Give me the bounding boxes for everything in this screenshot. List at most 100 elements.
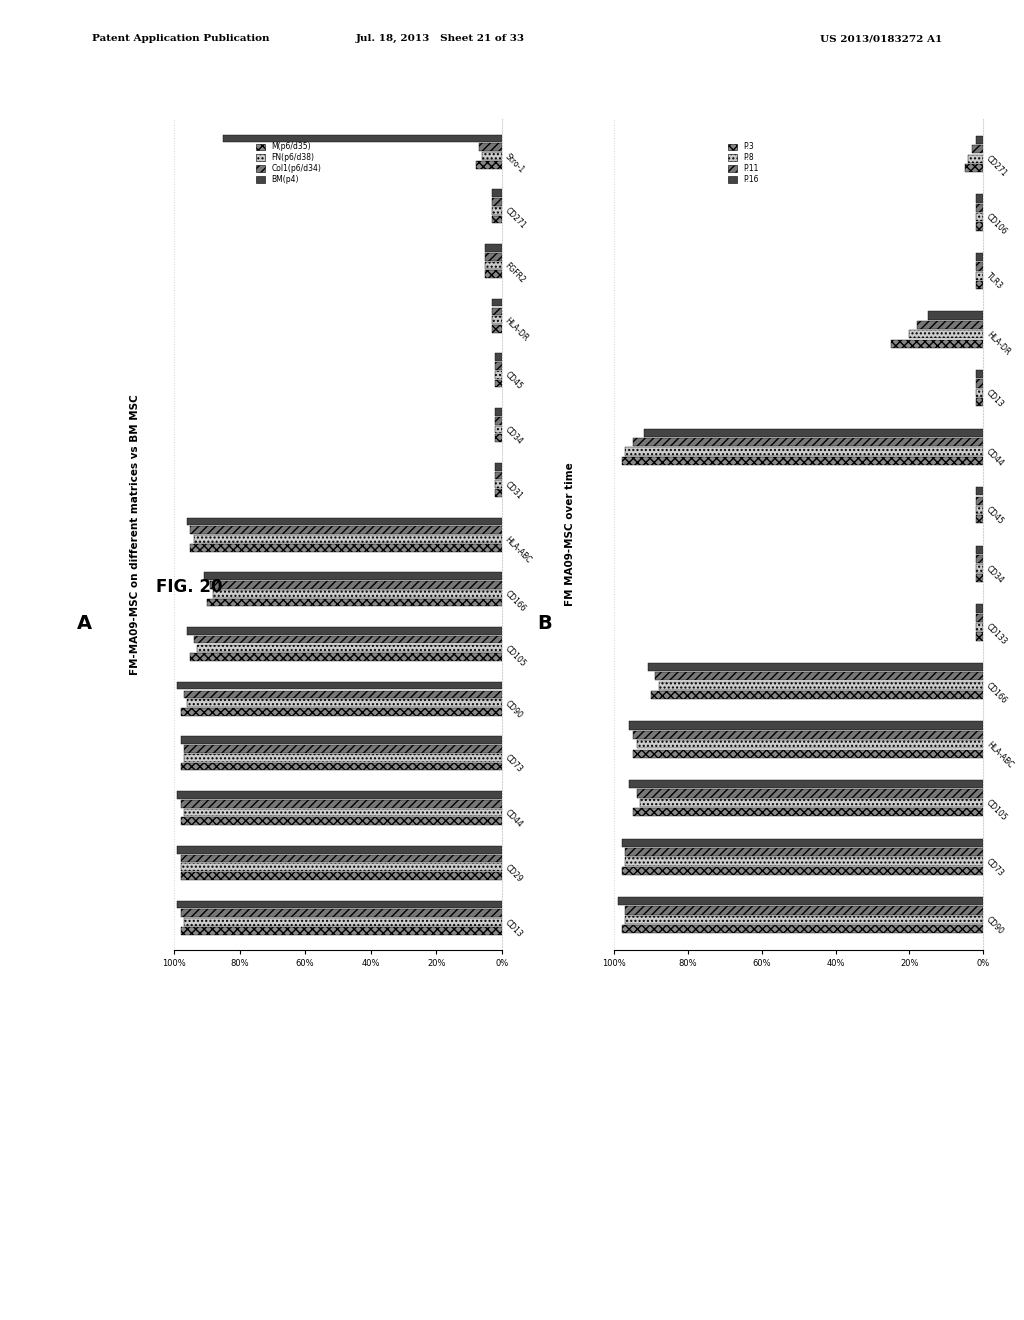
- Bar: [629, 722, 983, 730]
- Bar: [184, 919, 502, 925]
- Bar: [622, 838, 983, 846]
- Bar: [976, 623, 983, 631]
- Bar: [184, 746, 502, 752]
- Bar: [976, 223, 983, 231]
- Bar: [976, 496, 983, 504]
- Bar: [969, 154, 983, 162]
- Bar: [637, 741, 983, 748]
- Bar: [492, 207, 502, 215]
- Bar: [976, 281, 983, 289]
- Bar: [180, 737, 502, 744]
- Bar: [485, 271, 502, 279]
- Bar: [184, 754, 502, 762]
- Bar: [180, 863, 502, 871]
- Bar: [965, 164, 983, 172]
- Bar: [976, 487, 983, 495]
- Bar: [485, 244, 502, 252]
- Bar: [485, 253, 502, 260]
- Bar: [976, 614, 983, 622]
- Bar: [976, 213, 983, 222]
- Bar: [976, 556, 983, 564]
- Bar: [190, 653, 502, 661]
- Text: Jul. 18, 2013   Sheet 21 of 33: Jul. 18, 2013 Sheet 21 of 33: [355, 34, 525, 44]
- Bar: [194, 636, 502, 643]
- Bar: [647, 663, 983, 671]
- Bar: [644, 429, 983, 437]
- Text: B: B: [538, 614, 552, 632]
- Bar: [496, 354, 502, 362]
- Bar: [485, 261, 502, 269]
- Bar: [180, 909, 502, 917]
- Bar: [496, 380, 502, 388]
- Bar: [633, 750, 983, 758]
- Bar: [976, 253, 983, 261]
- Bar: [482, 152, 502, 160]
- Bar: [204, 573, 502, 579]
- Bar: [496, 362, 502, 370]
- Text: FM-MA09-MSC on different matrices vs BM MSC: FM-MA09-MSC on different matrices vs BM …: [130, 395, 139, 675]
- Bar: [626, 907, 983, 915]
- Bar: [629, 780, 983, 788]
- Bar: [640, 799, 983, 807]
- Bar: [177, 791, 502, 799]
- Bar: [496, 408, 502, 416]
- Bar: [187, 627, 502, 635]
- Bar: [651, 690, 983, 700]
- Bar: [622, 867, 983, 875]
- Bar: [180, 873, 502, 880]
- Text: US 2013/0183272 A1: US 2013/0183272 A1: [820, 34, 942, 44]
- Bar: [976, 194, 983, 202]
- Bar: [492, 308, 502, 315]
- Bar: [180, 763, 502, 771]
- Bar: [618, 898, 983, 906]
- Bar: [180, 927, 502, 935]
- Bar: [177, 681, 502, 689]
- Bar: [496, 434, 502, 442]
- Bar: [891, 339, 983, 347]
- Bar: [626, 916, 983, 924]
- Bar: [210, 581, 502, 589]
- Bar: [479, 144, 502, 150]
- Bar: [976, 545, 983, 554]
- Bar: [637, 789, 983, 797]
- Bar: [492, 317, 502, 323]
- Bar: [633, 438, 983, 446]
- Bar: [976, 272, 983, 280]
- Bar: [976, 389, 983, 397]
- Text: FIG. 20: FIG. 20: [157, 578, 222, 597]
- Bar: [626, 847, 983, 857]
- Legend: P.3, P.8, P.11, P.16: P.3, P.8, P.11, P.16: [725, 139, 762, 187]
- Bar: [916, 321, 983, 329]
- Bar: [928, 312, 983, 319]
- Bar: [626, 857, 983, 866]
- Bar: [180, 708, 502, 715]
- Bar: [976, 515, 983, 524]
- Bar: [909, 330, 983, 338]
- Bar: [972, 145, 983, 153]
- Bar: [658, 681, 983, 690]
- Bar: [496, 463, 502, 471]
- Bar: [976, 136, 983, 144]
- Bar: [496, 426, 502, 433]
- Bar: [976, 399, 983, 407]
- Bar: [190, 544, 502, 552]
- Bar: [976, 506, 983, 513]
- Bar: [223, 135, 502, 143]
- Bar: [213, 590, 502, 598]
- Bar: [496, 417, 502, 425]
- Bar: [180, 800, 502, 808]
- Bar: [492, 325, 502, 333]
- Bar: [976, 574, 983, 582]
- Bar: [496, 371, 502, 379]
- Bar: [976, 379, 983, 388]
- Bar: [180, 817, 502, 825]
- Bar: [633, 808, 983, 816]
- Bar: [207, 598, 502, 606]
- Bar: [976, 605, 983, 612]
- Bar: [976, 632, 983, 640]
- Text: Patent Application Publication: Patent Application Publication: [92, 34, 269, 44]
- Legend: M(p6/d35), FN(p6/d38), Col1(p6/d34), BM(p4): M(p6/d35), FN(p6/d38), Col1(p6/d34), BM(…: [253, 139, 325, 187]
- Bar: [492, 189, 502, 197]
- Bar: [496, 471, 502, 479]
- Bar: [177, 900, 502, 908]
